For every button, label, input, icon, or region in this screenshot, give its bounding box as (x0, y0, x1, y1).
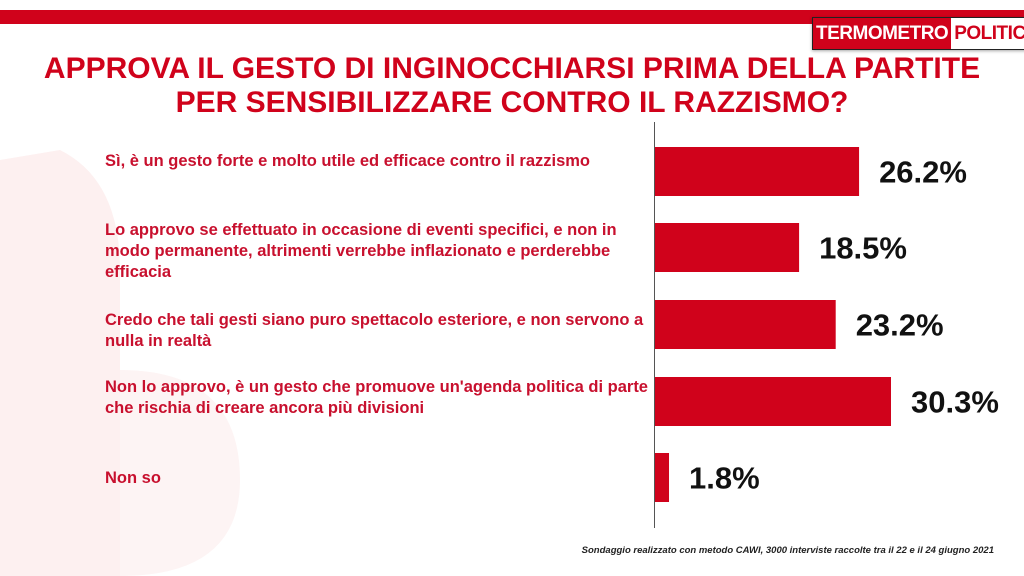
brand-logo-part2: POLITICO (951, 18, 1024, 49)
bars-group: 26.2% 18.5% 23.2% 30.3% 1.8% (655, 147, 999, 502)
bar-value-label-2: 18.5% (819, 231, 907, 266)
bar-4 (655, 377, 891, 426)
bar-3 (655, 300, 836, 349)
bar-value-label-4: 30.3% (911, 385, 999, 420)
category-label-1: Sì, è un gesto forte e molto utile ed ef… (105, 152, 591, 170)
bar-5 (655, 453, 670, 502)
brand-logo-part1: TERMOMETRO (813, 18, 952, 49)
category-label-5: Non so (105, 469, 161, 487)
chart-title: APPROVA IL GESTO DI INGINOCCHIARSI PRIMA… (30, 52, 994, 120)
brand-logo: TERMOMETRO POLITICO (812, 17, 1024, 50)
category-label-2: Lo approvo se effettuato in occasione di… (105, 221, 617, 281)
chart-title-line-1: APPROVA IL GESTO DI INGINOCCHIARSI PRIMA… (43, 52, 981, 85)
top-accent-bar (0, 10, 1024, 24)
chart-title-line-2: PER SENSIBILIZZARE CONTRO IL RAZZISMO? (175, 86, 849, 119)
bar-1 (655, 147, 860, 196)
bar-value-label-3: 23.2% (856, 308, 944, 343)
bar-value-label-1: 26.2% (879, 155, 967, 190)
category-label-4: Non lo approvo, è un gesto che promuove … (105, 378, 648, 417)
category-label-3: Credo che tali gesti siano puro spettaco… (105, 311, 644, 350)
category-axis-line (654, 122, 655, 528)
survey-footnote: Sondaggio realizzato con metodo CAWI, 30… (581, 545, 994, 556)
bar-2 (655, 223, 800, 272)
bar-value-label-5: 1.8% (689, 461, 760, 496)
